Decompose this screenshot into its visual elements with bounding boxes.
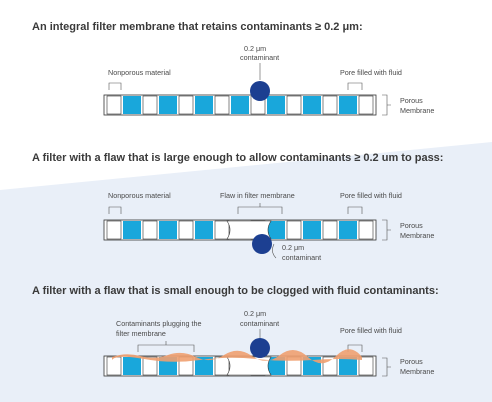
panel2-membrane: [103, 219, 377, 241]
membrane-pore: [267, 357, 285, 375]
panel3-pore-label: Pore filled with fluid: [340, 326, 402, 335]
membrane-solid: [106, 220, 122, 240]
panel3-contaminant-label-1: 0.2 μm: [244, 309, 266, 318]
membrane-pore: [303, 96, 321, 114]
panel2-pore-label: Pore filled with fluid: [340, 191, 402, 200]
membrane-solid: [142, 95, 158, 115]
panel2-pore-bracket: [347, 206, 363, 214]
membrane-solid: [358, 95, 374, 115]
panel3-plugging-label-1: Contaminants plugging the: [116, 319, 202, 328]
membrane-solid: [214, 95, 230, 115]
panel2-contaminant-leader: [272, 243, 277, 259]
membrane-flaw: [226, 356, 272, 376]
panel1-contaminant-particle: [250, 81, 270, 101]
membrane-pore: [231, 96, 249, 114]
panel3-membrane-label-2: Membrane: [400, 367, 434, 376]
membrane-solid: [106, 95, 122, 115]
membrane-solid: [286, 95, 302, 115]
panel2-flaw-label: Flaw in filter membrane: [220, 191, 295, 200]
membrane-pore: [339, 357, 357, 375]
panel2-membrane-bracket: [382, 219, 391, 241]
membrane-pore: [195, 96, 213, 114]
membrane-pore: [123, 96, 141, 114]
membrane-solid: [142, 220, 158, 240]
panel2-flaw-bracket: [237, 203, 283, 214]
membrane-solid: [358, 356, 374, 376]
panel3-plugging-bracket: [137, 341, 195, 352]
panel3-membrane-label-1: Porous: [400, 357, 423, 366]
membrane-pore: [159, 221, 177, 239]
panel1-membrane: [103, 94, 377, 116]
panel3-plugging-label-2: filter membrane: [116, 329, 166, 338]
panel2-nonporous-label: Nonporous material: [108, 191, 171, 200]
panel2-membrane-label-1: Porous: [400, 221, 423, 230]
panel1-contaminant-label-1: 0.2 μm: [244, 44, 266, 53]
membrane-solid: [178, 220, 194, 240]
membrane-pore: [195, 357, 213, 375]
membrane-pore: [159, 96, 177, 114]
membrane-pore: [267, 96, 285, 114]
membrane-solid: [358, 220, 374, 240]
panel2-contaminant-label-2: contaminant: [282, 253, 321, 262]
panel1-nonporous-bracket: [108, 82, 122, 90]
panel1-nonporous-label: Nonporous material: [108, 68, 171, 77]
membrane-pore: [123, 357, 141, 375]
panel1-heading: An integral filter membrane that retains…: [32, 21, 363, 33]
panel3-membrane-bracket: [382, 357, 391, 377]
panel1-pore-bracket: [347, 82, 363, 90]
membrane-pore: [267, 221, 285, 239]
membrane-pore: [123, 221, 141, 239]
panel1-membrane-bracket: [382, 94, 391, 116]
background-band: [0, 142, 492, 402]
panel3-heading: A filter with a flaw that is small enoug…: [32, 285, 439, 297]
membrane-pore: [303, 221, 321, 239]
membrane-solid: [214, 220, 230, 240]
panel2-contaminant-label-1: 0.2 μm: [282, 243, 304, 252]
panel2-nonporous-bracket: [108, 206, 122, 214]
membrane-pore: [339, 96, 357, 114]
panel1-contaminant-label-2: contaminant: [240, 53, 279, 62]
membrane-pore: [195, 221, 213, 239]
membrane-solid: [286, 220, 302, 240]
panel3-pore-bracket: [347, 344, 363, 352]
membrane-solid: [322, 95, 338, 115]
panel2-contaminant-particle: [252, 234, 272, 254]
panel2-membrane-label-2: Membrane: [400, 231, 434, 240]
panel1-pore-label: Pore filled with fluid: [340, 68, 402, 77]
panel3-contaminant-label-2: contaminant: [240, 319, 279, 328]
panel1-membrane-label-2: Membrane: [400, 106, 434, 115]
membrane-solid: [322, 220, 338, 240]
membrane-solid: [214, 356, 230, 376]
panel3-plug-layer: [112, 349, 362, 364]
membrane-solid: [142, 356, 158, 376]
membrane-solid: [106, 356, 122, 376]
panel1-membrane-label-1: Porous: [400, 96, 423, 105]
panel3-contaminant-particle: [250, 338, 270, 358]
membrane-solid: [178, 95, 194, 115]
panel2-heading: A filter with a flaw that is large enoug…: [32, 152, 443, 164]
membrane-pore: [339, 221, 357, 239]
